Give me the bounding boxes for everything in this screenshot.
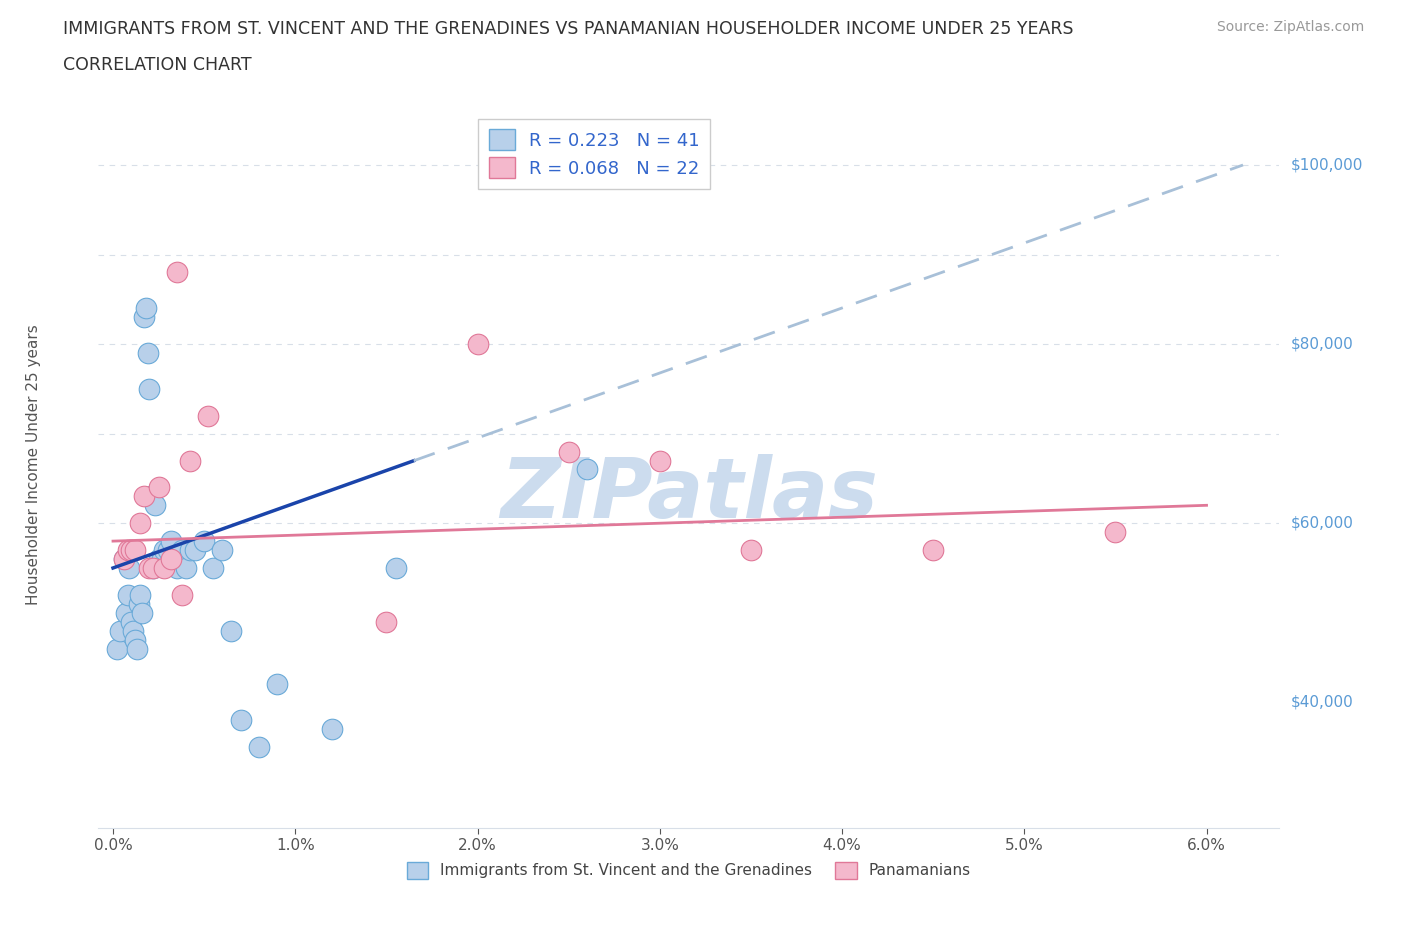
- Point: [142, 561, 165, 576]
- Point: [575, 462, 598, 477]
- Point: [321, 722, 343, 737]
- Point: [156, 542, 179, 557]
- Point: [138, 381, 160, 396]
- Point: [197, 408, 219, 423]
- Legend: Immigrants from St. Vincent and the Grenadines, Panamanians: Immigrants from St. Vincent and the Gren…: [401, 856, 977, 885]
- Point: [648, 453, 671, 468]
- Point: [148, 480, 170, 495]
- Text: $100,000: $100,000: [1291, 157, 1362, 172]
- Point: [110, 623, 132, 638]
- Text: $40,000: $40,000: [1291, 695, 1354, 710]
- Point: [125, 641, 148, 656]
- Point: [150, 551, 173, 566]
- Point: [143, 498, 166, 512]
- Point: [118, 561, 141, 576]
- Point: [467, 337, 489, 352]
- Point: [160, 551, 183, 566]
- Point: [120, 542, 142, 557]
- Point: [172, 542, 194, 557]
- Point: [166, 265, 188, 280]
- Point: [112, 551, 135, 566]
- Point: [132, 310, 155, 325]
- Point: [122, 623, 145, 638]
- Text: $60,000: $60,000: [1291, 516, 1354, 531]
- Point: [120, 542, 142, 557]
- Point: [131, 605, 153, 620]
- Point: [120, 615, 142, 630]
- Text: IMMIGRANTS FROM ST. VINCENT AND THE GRENADINES VS PANAMANIAN HOUSEHOLDER INCOME : IMMIGRANTS FROM ST. VINCENT AND THE GREN…: [63, 20, 1074, 38]
- Point: [153, 561, 176, 576]
- Point: [160, 534, 183, 549]
- Point: [132, 489, 155, 504]
- Point: [124, 542, 146, 557]
- Point: [740, 542, 762, 557]
- Point: [922, 542, 945, 557]
- Text: Source: ZipAtlas.com: Source: ZipAtlas.com: [1216, 20, 1364, 34]
- Point: [184, 542, 207, 557]
- Point: [114, 605, 136, 620]
- Point: [229, 712, 252, 727]
- Point: [129, 516, 152, 531]
- Point: [221, 623, 243, 638]
- Point: [135, 300, 157, 315]
- Point: [202, 561, 225, 576]
- Point: [247, 739, 270, 754]
- Point: [129, 588, 152, 603]
- Text: Householder Income Under 25 years: Householder Income Under 25 years: [25, 325, 41, 605]
- Point: [174, 561, 197, 576]
- Point: [117, 542, 139, 557]
- Point: [172, 588, 194, 603]
- Point: [142, 561, 165, 576]
- Point: [166, 561, 188, 576]
- Point: [266, 677, 288, 692]
- Point: [124, 632, 146, 647]
- Point: [557, 445, 579, 459]
- Point: [148, 551, 170, 566]
- Point: [179, 453, 201, 468]
- Point: [138, 561, 160, 576]
- Point: [117, 588, 139, 603]
- Point: [112, 551, 135, 566]
- Text: ZIPatlas: ZIPatlas: [501, 454, 877, 535]
- Point: [375, 615, 398, 630]
- Point: [1104, 525, 1126, 539]
- Point: [193, 534, 215, 549]
- Text: $80,000: $80,000: [1291, 337, 1354, 352]
- Point: [384, 561, 406, 576]
- Point: [153, 542, 176, 557]
- Point: [141, 489, 163, 504]
- Point: [211, 542, 233, 557]
- Point: [105, 641, 128, 656]
- Point: [128, 596, 150, 611]
- Point: [136, 346, 159, 361]
- Point: [179, 542, 201, 557]
- Text: CORRELATION CHART: CORRELATION CHART: [63, 56, 252, 73]
